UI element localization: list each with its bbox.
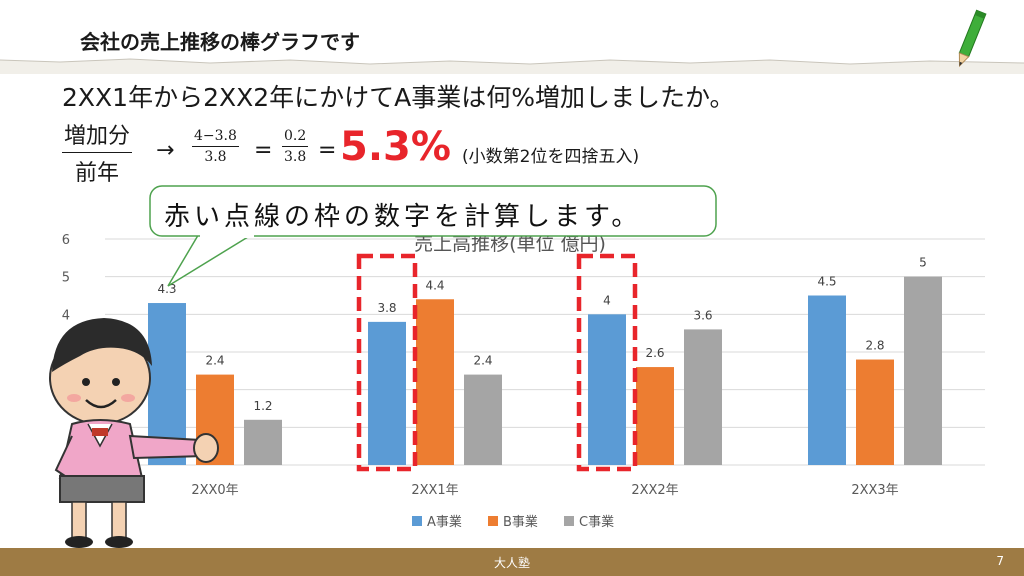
bar (588, 314, 626, 465)
step1-denominator: 3.8 (204, 149, 227, 165)
label-denominator: 前年 (75, 161, 120, 186)
arrow-icon: → (156, 138, 175, 163)
legend-label: B事業 (503, 514, 538, 530)
step2-denominator: 3.8 (284, 149, 307, 165)
legend-label: C事業 (579, 514, 614, 530)
data-label: 5 (919, 256, 927, 270)
x-tick-label: 2XX1年 (411, 483, 458, 498)
bar (904, 276, 942, 465)
guide-character (49, 318, 219, 548)
legend-label: A事業 (427, 514, 462, 530)
bar (464, 374, 502, 465)
legend-swatch (488, 516, 498, 526)
question-text: 2XX1年から2XX2年にかけてA事業は何%増加しましたか。 (62, 83, 735, 112)
data-label: 1.2 (253, 399, 272, 413)
data-label: 2.6 (645, 346, 664, 360)
data-label: 4.4 (425, 278, 444, 292)
header-band (0, 0, 1024, 64)
data-label: 2.4 (205, 354, 224, 368)
page-number: 7 (996, 554, 1004, 568)
step1-fraction: 4−3.8 3.8 (192, 128, 239, 165)
bar (368, 321, 406, 465)
label-numerator: 増加分 (62, 118, 133, 153)
torn-paper-edge (0, 58, 1024, 74)
footer-label: 大人塾 (493, 556, 530, 570)
bar (808, 295, 846, 465)
equals-sign-2: = (318, 138, 337, 163)
data-label: 4.5 (817, 275, 836, 289)
y-tick-label: 6 (62, 233, 70, 248)
highlight-box (576, 253, 638, 472)
step2-fraction: 0.2 3.8 (282, 128, 309, 165)
equals-sign: = (254, 138, 273, 163)
answer-value: 5.3% (340, 124, 451, 170)
y-tick-label: 4 (62, 308, 70, 323)
label-fraction: 増加分 前年 (62, 118, 133, 187)
slide-title: 会社の売上推移の棒グラフです (80, 30, 360, 54)
footer: 大人塾 7 (0, 548, 1024, 576)
bar (244, 419, 282, 465)
step1-numerator: 4−3.8 (192, 128, 239, 147)
highlight-box (356, 253, 418, 472)
speech-bubble (149, 185, 717, 287)
y-tick-label: 5 (62, 271, 70, 286)
formula: 増加分 前年 → 4−3.8 3.8 = 0.2 3.8 = 5.3% (小数第… (62, 118, 762, 188)
speech-bubble-text: 赤い点線の枠の数字を計算します。 (164, 202, 642, 232)
chart-title: 売上高推移(単位 億円) (414, 233, 606, 255)
bar (856, 359, 894, 465)
bar (416, 299, 454, 465)
step2-numerator: 0.2 (282, 128, 309, 147)
bar (684, 329, 722, 465)
x-tick-label: 2XX0年 (191, 483, 238, 498)
data-label: 4 (603, 293, 611, 307)
pencil-icon (958, 9, 987, 68)
answer-note: (小数第2位を四捨五入) (462, 147, 640, 167)
x-tick-label: 2XX2年 (631, 483, 678, 498)
data-label: 2.8 (865, 339, 884, 353)
data-label: 4.3 (157, 282, 176, 296)
legend-swatch (412, 516, 422, 526)
data-label: 2.4 (473, 354, 492, 368)
bar (636, 367, 674, 465)
data-label: 3.6 (693, 308, 712, 322)
data-label: 3.8 (377, 301, 396, 315)
x-tick-label: 2XX3年 (851, 483, 898, 498)
legend-swatch (564, 516, 574, 526)
